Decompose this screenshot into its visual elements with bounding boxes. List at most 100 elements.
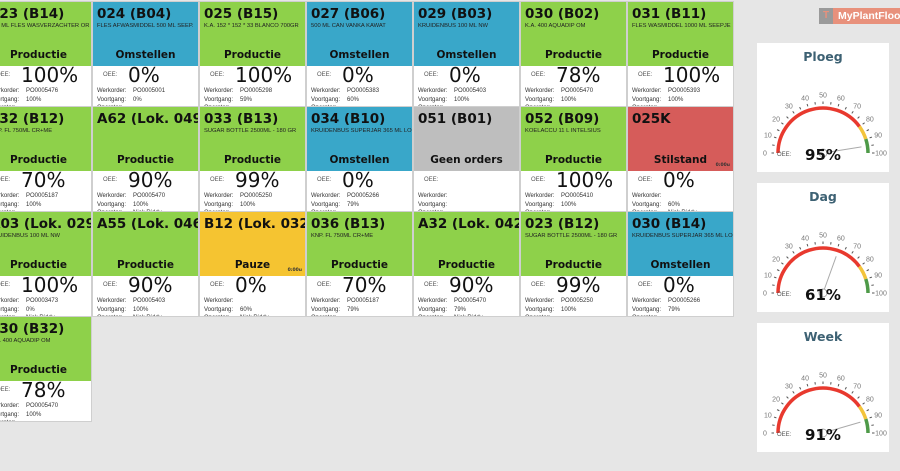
oee-label: OEE: — [777, 432, 792, 438]
voortgang-label: Voortgang: — [311, 201, 341, 208]
svg-text:30: 30 — [785, 244, 793, 251]
status-label: Geen orders — [430, 154, 503, 166]
machine-tile[interactable]: 031 (B11) FLES WASMIDDEL 1000 ml SEEPJE … — [628, 2, 733, 106]
werkorder-label: Werkorder: — [0, 88, 20, 94]
machine-tile[interactable]: 025K Stilstand 0:00u OEE: 0% Werkorder: … — [628, 107, 733, 211]
oee-gauge-dag: Dag 0 10 20 30 40 50 60 70 80 90 100 OEE: 61% — [757, 183, 889, 312]
machine-title: A03 (Lok. 029) — [0, 216, 91, 232]
status-badge: Productie — [200, 48, 305, 66]
machine-tile[interactable]: A55 (Lok. 046) Productie OEE: 90% Werkor… — [93, 212, 198, 316]
tile-body: OEE: 70% Werkorder: PO0005187 Voortgang: 1… — [0, 168, 91, 211]
product-description: K.A. 152 * 152 * 33 BLANCO 700GR — [204, 23, 299, 29]
status-badge: Omstellen — [628, 258, 733, 276]
status-label: Productie — [116, 154, 175, 166]
status-badge: Productie — [200, 153, 305, 171]
machine-tile[interactable]: 033 (B13) SUGAR BOTTLE 2500ml - 180 gr P… — [200, 107, 305, 211]
machine-title: 023 (B12) — [525, 216, 600, 232]
voortgang-value: 100% — [26, 411, 42, 418]
machine-title: 031 (B11) — [632, 6, 707, 22]
tile-body: OEE: 100% Werkorder: PO0005410 Voortgang:… — [521, 168, 626, 211]
operator-label: Operator: — [97, 314, 133, 316]
svg-text:60: 60 — [837, 235, 845, 242]
oee-value: 0% — [663, 168, 695, 192]
operator-label: Operator: — [632, 104, 668, 106]
tile-header: 030 (B14) KRUIDENBUS SUPERJAR 365 ML LO — [628, 212, 733, 258]
machine-tile[interactable]: 027 (B06) 500 ML CAN VANKA KAWAT Omstell… — [307, 2, 412, 106]
tile-header: 032 (B12) KNP. FL 750ML CR+ME — [0, 107, 91, 153]
machine-tile[interactable]: 036 (B13) KNP. FL 750ML CR+ME Productie … — [307, 212, 412, 316]
tile-header: 025 (B15) K.A. 152 * 152 * 33 BLANCO 700… — [200, 2, 305, 48]
status-badge: Productie — [521, 153, 626, 171]
machine-tile[interactable]: B12 (Lok. 032) Pauze 0:00u OEE: 0% Werko… — [200, 212, 305, 316]
operator-label: Operator: — [0, 314, 26, 316]
machine-tile[interactable]: 032 (B12) KNP. FL 750ML CR+ME Productie … — [0, 107, 91, 211]
voortgang-label: Voortgang: — [204, 201, 234, 208]
status-badge: Productie — [0, 48, 91, 66]
operator-value: Nick Riddy — [133, 210, 162, 211]
gauge-dial-icon: 0 10 20 30 40 50 60 70 80 90 100 — [763, 373, 887, 438]
voortgang-label: Voortgang: — [0, 96, 20, 103]
machine-tile[interactable]: 030 (B14) KRUIDENBUS SUPERJAR 365 ML LO … — [628, 212, 733, 316]
oee-value: 0% — [342, 168, 374, 192]
machine-tile[interactable]: 030 (B02) K.A. 400 AQUADIP OM Productie … — [521, 2, 626, 106]
werkorder-label: Werkorder: — [418, 298, 448, 304]
status-label: Productie — [544, 154, 603, 166]
machine-tile[interactable]: 023 (B12) SUGAR BOTTLE 2500ml - 180 gr P… — [521, 212, 626, 316]
svg-text:50: 50 — [819, 233, 827, 240]
oee-label: OEE: — [103, 177, 118, 183]
oee-label: OEE: — [0, 387, 11, 393]
svg-text:100: 100 — [875, 291, 887, 298]
product-description: SUGAR BOTTLE 2500ml - 180 gr — [525, 233, 618, 239]
tile-body: OEE: 0% Werkorder: PO0005001 Voortgang: 0%… — [93, 63, 198, 106]
oee-label: OEE: — [424, 72, 439, 78]
machine-tile[interactable]: 025 (B15) K.A. 152 * 152 * 33 BLANCO 700… — [200, 2, 305, 106]
machine-tile[interactable]: 051 (B01) Geen orders OEE: Werkorder: Vo… — [414, 107, 519, 211]
operator-value: Nick Riddy — [240, 315, 269, 316]
machine-tile[interactable]: 030 (B32) K.A. 400 AQUADIP OM Productie … — [0, 317, 91, 421]
machine-tile[interactable]: A62 (Lok. 049) Productie OEE: 90% Werkor… — [93, 107, 198, 211]
voortgang-label: Voortgang: — [97, 306, 127, 313]
tile-body: OEE: 0% Werkorder: Voortgang: 60% Operato… — [200, 273, 305, 316]
status-badge: Omstellen — [307, 153, 412, 171]
gauge-dial-icon: 0 10 20 30 40 50 60 70 80 90 100 — [763, 93, 887, 158]
machine-tile[interactable]: A03 (Lok. 029) KRUIDENBUS 100 ML NW Prod… — [0, 212, 91, 316]
werkorder-label: Werkorder: — [204, 298, 234, 304]
svg-text:40: 40 — [801, 95, 809, 102]
myplantfloor-logo[interactable]: T MyPlantFloor — [819, 8, 900, 24]
werkorder-label: Werkorder: — [418, 193, 448, 199]
tile-header: A03 (Lok. 029) KRUIDENBUS 100 ML NW — [0, 212, 91, 258]
machine-tile[interactable]: 023 (B14) 500 ML FLES WASVERZACHTER OR P… — [0, 2, 91, 106]
machine-tile[interactable]: 052 (B09) KOELACCU 11 L INTELSIUS Produc… — [521, 107, 626, 211]
operator-label: Operator: — [632, 209, 668, 211]
gauge-oee-value: 61% — [805, 286, 841, 304]
machine-tile[interactable]: A32 (Lok. 042) Productie OEE: 90% Werkor… — [414, 212, 519, 316]
oee-value: 0% — [663, 273, 695, 297]
voortgang-value: 60% — [668, 201, 681, 208]
voortgang-value: 0% — [26, 306, 35, 313]
machine-title: 027 (B06) — [311, 6, 386, 22]
tile-header: 033 (B13) SUGAR BOTTLE 2500ml - 180 gr — [200, 107, 305, 153]
operator-label: Operator: — [311, 209, 347, 211]
machine-title: 030 (B02) — [525, 6, 600, 22]
machine-tile[interactable]: 029 (B03) KRUIDENBUS 100 ML NW Omstellen… — [414, 2, 519, 106]
tile-header: A55 (Lok. 046) — [93, 212, 198, 258]
operator-value: Nick Riddy — [26, 315, 55, 316]
oee-value: 70% — [342, 273, 387, 297]
status-badge: Productie — [93, 153, 198, 171]
svg-text:0: 0 — [763, 151, 767, 158]
tile-body: OEE: 70% Werkorder: PO0005187 Voortgang: 7… — [307, 273, 412, 316]
oee-value: 90% — [128, 273, 173, 297]
operator-label: Operator: — [525, 209, 561, 211]
status-label: Productie — [116, 259, 175, 271]
oee-value: 78% — [556, 63, 601, 87]
machine-tile[interactable]: 024 (B04) FLES AFWASMIDDEL 500 ML SEEP. … — [93, 2, 198, 106]
svg-text:10: 10 — [764, 413, 772, 420]
machine-tile[interactable]: 034 (B10) KRUIDENBUS SUPERJAR 365 ML LO … — [307, 107, 412, 211]
tile-header: B12 (Lok. 032) — [200, 212, 305, 258]
oee-label: OEE: — [103, 282, 118, 288]
status-label: Productie — [330, 259, 389, 271]
operator-label: Operator: — [97, 104, 133, 106]
oee-value: 0% — [449, 63, 481, 87]
product-description: K.A. 400 AQUADIP OM — [525, 23, 586, 29]
status-label: Productie — [223, 49, 282, 61]
